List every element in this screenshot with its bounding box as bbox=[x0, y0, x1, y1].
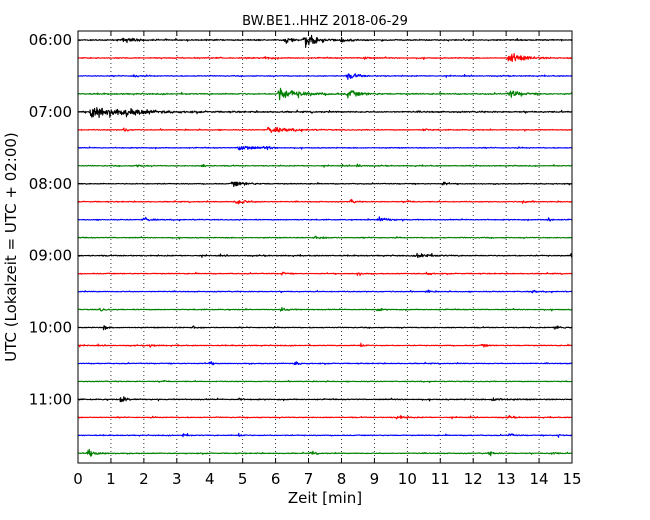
y-tick-label: 09:00 bbox=[29, 247, 72, 265]
x-tick-label: 5 bbox=[238, 470, 248, 488]
trace-1000 bbox=[77, 325, 573, 331]
y-axis: 06:00 07:00 08:00 09:00 10:00 11:00 bbox=[29, 31, 572, 408]
trace-0830 bbox=[77, 216, 573, 222]
chart-title: BW.BE1..HHZ 2018-06-29 bbox=[242, 14, 408, 29]
vertical-grid bbox=[110, 31, 540, 463]
plot-frame bbox=[77, 30, 573, 464]
trace-1100 bbox=[77, 396, 573, 403]
trace-1115 bbox=[77, 415, 573, 420]
trace-0815 bbox=[77, 198, 573, 205]
trace-0715 bbox=[77, 126, 573, 133]
trace-0645 bbox=[77, 87, 573, 101]
x-tick-label: 3 bbox=[172, 470, 182, 488]
x-tick-label: 15 bbox=[562, 470, 581, 488]
trace-0730 bbox=[77, 145, 573, 151]
x-axis: 0 1 2 3 4 5 6 7 8 9 10 11 12 13 14 15 bbox=[73, 31, 582, 488]
x-tick-label: 8 bbox=[337, 470, 347, 488]
trace-1145 bbox=[77, 448, 573, 457]
x-tick-label: 6 bbox=[271, 470, 281, 488]
x-tick-label: 9 bbox=[370, 470, 380, 488]
y-axis-label: UTC (Lokalzeit = UTC + 02:00) bbox=[2, 132, 20, 362]
x-axis-label: Zeit [min] bbox=[288, 489, 362, 507]
y-tick-label: 07:00 bbox=[29, 103, 72, 121]
trace-0900 bbox=[77, 252, 573, 258]
y-tick-label: 06:00 bbox=[29, 31, 72, 49]
x-tick-label: 0 bbox=[73, 470, 83, 488]
trace-0945 bbox=[77, 306, 573, 312]
trace-0800 bbox=[77, 181, 573, 188]
trace-0930 bbox=[77, 289, 573, 294]
x-tick-label: 11 bbox=[431, 470, 450, 488]
trace-0700 bbox=[77, 106, 573, 119]
x-tick-label: 2 bbox=[139, 470, 149, 488]
y-tick-label: 08:00 bbox=[29, 175, 72, 193]
x-tick-label: 12 bbox=[464, 470, 483, 488]
seismic-traces bbox=[77, 34, 573, 457]
x-tick-label: 14 bbox=[530, 470, 549, 488]
y-tick-label: 10:00 bbox=[29, 319, 72, 337]
trace-0630 bbox=[77, 73, 573, 81]
trace-0845 bbox=[77, 235, 573, 240]
y-tick-label: 11:00 bbox=[29, 390, 72, 408]
trace-1130 bbox=[77, 432, 573, 438]
trace-0600 bbox=[77, 34, 573, 48]
trace-0615 bbox=[77, 52, 573, 63]
trace-0745 bbox=[77, 163, 573, 168]
trace-1030 bbox=[77, 361, 573, 366]
trace-1015 bbox=[77, 342, 573, 348]
x-tick-label: 13 bbox=[497, 470, 516, 488]
trace-0915 bbox=[77, 271, 573, 277]
trace-1045 bbox=[77, 379, 573, 384]
x-tick-label: 1 bbox=[106, 470, 116, 488]
x-tick-label: 10 bbox=[398, 470, 417, 488]
x-tick-label: 7 bbox=[304, 470, 314, 488]
x-tick-label: 4 bbox=[205, 470, 215, 488]
